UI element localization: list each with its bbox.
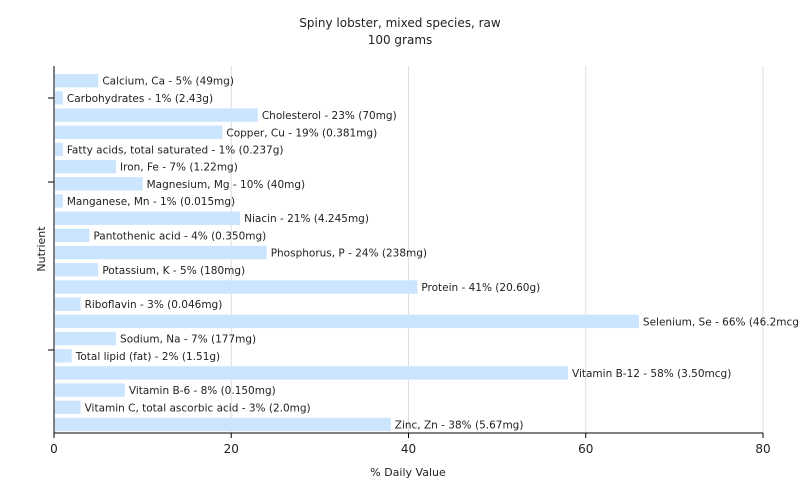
bar-label: Zinc, Zn - 38% (5.67mg) xyxy=(395,420,524,432)
bars: Calcium, Ca - 5% (49mg) Carbohydrates - 1… xyxy=(55,74,800,432)
bar-label: Calcium, Ca - 5% (49mg) xyxy=(102,76,234,88)
bar xyxy=(55,383,125,397)
bar-label: Manganese, Mn - 1% (0.015mg) xyxy=(67,196,235,208)
bar xyxy=(55,177,143,191)
bar-label: Carbohydrates - 1% (2.43g) xyxy=(67,93,213,105)
bar-label: Selenium, Se - 66% (46.2mcg) xyxy=(643,316,800,328)
bar-label: Vitamin B-6 - 8% (0.150mg) xyxy=(129,385,276,397)
bar xyxy=(55,417,391,432)
y-axis-label: Nutrient xyxy=(35,226,48,272)
bar xyxy=(55,159,117,174)
bar-label: Pantothenic acid - 4% (0.350mg) xyxy=(93,230,266,242)
x-tick-label: 0 xyxy=(50,442,58,456)
bar-label: Riboflavin - 3% (0.046mg) xyxy=(85,299,223,311)
bar-label: Phosphorus, P - 24% (238mg) xyxy=(271,248,427,260)
bar-label: Sodium, Na - 7% (177mg) xyxy=(120,334,256,346)
bar xyxy=(55,366,569,380)
bar-label: Total lipid (fat) - 2% (1.51g) xyxy=(75,351,220,363)
bar-label: Fatty acids, total saturated - 1% (0.237… xyxy=(67,144,284,156)
bar xyxy=(55,245,267,260)
bar-label: Protein - 41% (20.60g) xyxy=(421,282,540,294)
bar xyxy=(55,91,63,105)
bar xyxy=(55,125,223,139)
bar-label: Copper, Cu - 19% (0.381mg) xyxy=(226,127,377,139)
bar-label: Vitamin B-12 - 58% (3.50mcg) xyxy=(572,368,731,380)
bar-label: Potassium, K - 5% (180mg) xyxy=(102,265,245,277)
chart-title: Spiny lobster, mixed species, raw xyxy=(299,16,501,30)
bar xyxy=(55,142,63,157)
axes: 0 20 40 60 80 xyxy=(48,66,771,456)
x-tick-label: 60 xyxy=(578,442,593,456)
x-tick-label: 80 xyxy=(755,442,770,456)
bar xyxy=(55,74,99,88)
bar xyxy=(55,194,63,208)
bar-label: Magnesium, Mg - 10% (40mg) xyxy=(147,179,306,191)
bar xyxy=(55,280,418,294)
bar xyxy=(55,263,99,277)
bar xyxy=(55,211,241,225)
bar-label: Cholesterol - 23% (70mg) xyxy=(262,110,397,122)
bar xyxy=(55,349,72,363)
bar xyxy=(55,297,81,311)
bar xyxy=(55,314,639,329)
x-tick-label: 20 xyxy=(224,442,239,456)
chart-subtitle: 100 grams xyxy=(368,33,433,47)
bar xyxy=(55,400,81,415)
bar-label: Vitamin C, total ascorbic acid - 3% (2.0… xyxy=(85,402,311,414)
x-axis-label: % Daily Value xyxy=(370,466,446,479)
bar xyxy=(55,331,117,346)
bar-label: Iron, Fe - 7% (1.22mg) xyxy=(120,162,238,174)
bar xyxy=(55,108,258,122)
bar-label: Niacin - 21% (4.245mg) xyxy=(244,213,369,225)
bar xyxy=(55,228,90,243)
x-tick-label: 40 xyxy=(401,442,416,456)
